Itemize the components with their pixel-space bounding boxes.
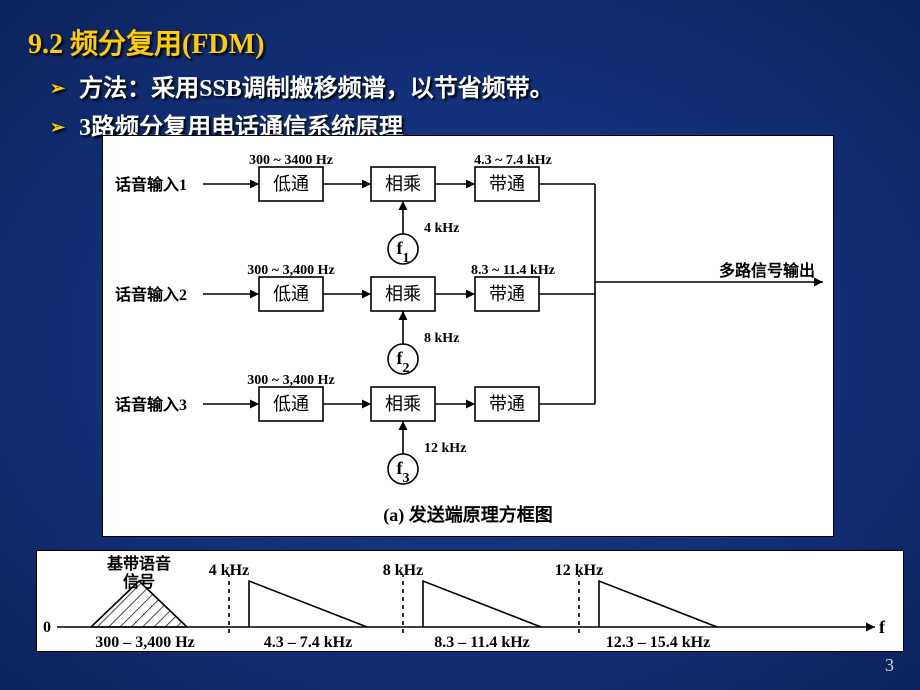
- svg-text:4.3 – 7.4 kHz: 4.3 – 7.4 kHz: [264, 634, 352, 651]
- svg-text:0: 0: [43, 619, 51, 636]
- slide: 9.2 频分复用(FDM) ➢ 方法：采用SSB调制搬移频谱，以节省频带。 ➢ …: [0, 0, 920, 690]
- svg-text:4 kHz: 4 kHz: [424, 221, 459, 236]
- svg-text:带通: 带通: [489, 394, 525, 414]
- svg-text:(a) 发送端原理方框图: (a) 发送端原理方框图: [383, 504, 553, 526]
- svg-text:基带语音: 基带语音: [106, 554, 171, 573]
- svg-text:低通: 低通: [273, 174, 309, 194]
- svg-text:8.3 ~ 11.4 kHz: 8.3 ~ 11.4 kHz: [471, 263, 555, 278]
- svg-text:带通: 带通: [489, 174, 525, 194]
- svg-text:相乘: 相乘: [385, 394, 421, 414]
- svg-text:多路信号输出: 多路信号输出: [719, 261, 815, 280]
- svg-text:4 kHz: 4 kHz: [209, 562, 249, 579]
- svg-text:f: f: [879, 617, 886, 637]
- svg-text:4.3 ~ 7.4 kHz: 4.3 ~ 7.4 kHz: [474, 153, 552, 168]
- svg-text:8.3 – 11.4 kHz: 8.3 – 11.4 kHz: [434, 634, 530, 651]
- svg-text:12.3 – 15.4 kHz: 12.3 – 15.4 kHz: [606, 634, 710, 651]
- svg-text:低通: 低通: [273, 394, 309, 414]
- bullet: ➢ 方法：采用SSB调制搬移频谱，以节省频带。: [50, 68, 920, 103]
- svg-text:12 kHz: 12 kHz: [424, 441, 466, 456]
- svg-text:信号: 信号: [123, 572, 155, 591]
- svg-text:相乘: 相乘: [385, 174, 421, 194]
- page-number: 3: [885, 655, 894, 676]
- slide-title: 9.2 频分复用(FDM): [0, 0, 920, 62]
- spectrum-diagram: 0 f 基带语音信号 300 – 3,400 Hz 4 kHz 4.3 – 7.4 kHz…: [37, 551, 903, 651]
- bullet-icon: ➢: [50, 117, 65, 137]
- svg-text:300 ~ 3,400 Hz: 300 ~ 3,400 Hz: [247, 263, 334, 278]
- svg-text:话音输入1: 话音输入1: [115, 175, 187, 194]
- block-diagram: 话音输入1低通300 ~ 3400 Hz相乘带通4.3 ~ 7.4 kHzf14…: [103, 136, 833, 536]
- bullet-list: ➢ 方法：采用SSB调制搬移频谱，以节省频带。 ➢ 3路频分复用电话通信系统原理: [50, 68, 920, 142]
- svg-text:话音输入3: 话音输入3: [115, 395, 187, 414]
- svg-text:300 – 3,400 Hz: 300 – 3,400 Hz: [95, 634, 195, 651]
- bullet-text: 方法：采用SSB调制搬移频谱，以节省频带。: [79, 76, 554, 102]
- spectrum-panel: 0 f 基带语音信号 300 – 3,400 Hz 4 kHz 4.3 – 7.4 kHz…: [36, 550, 904, 652]
- svg-text:12 kHz: 12 kHz: [555, 562, 603, 579]
- svg-text:300 ~ 3400 Hz: 300 ~ 3400 Hz: [249, 153, 333, 168]
- svg-text:话音输入2: 话音输入2: [115, 285, 187, 304]
- svg-text:相乘: 相乘: [385, 284, 421, 304]
- svg-text:8 kHz: 8 kHz: [424, 331, 459, 346]
- svg-text:300 ~ 3,400 Hz: 300 ~ 3,400 Hz: [247, 373, 334, 388]
- svg-text:8 kHz: 8 kHz: [383, 562, 423, 579]
- bullet-icon: ➢: [50, 78, 65, 98]
- block-diagram-panel: 话音输入1低通300 ~ 3400 Hz相乘带通4.3 ~ 7.4 kHzf14…: [102, 135, 834, 537]
- svg-text:低通: 低通: [273, 284, 309, 304]
- svg-text:带通: 带通: [489, 284, 525, 304]
